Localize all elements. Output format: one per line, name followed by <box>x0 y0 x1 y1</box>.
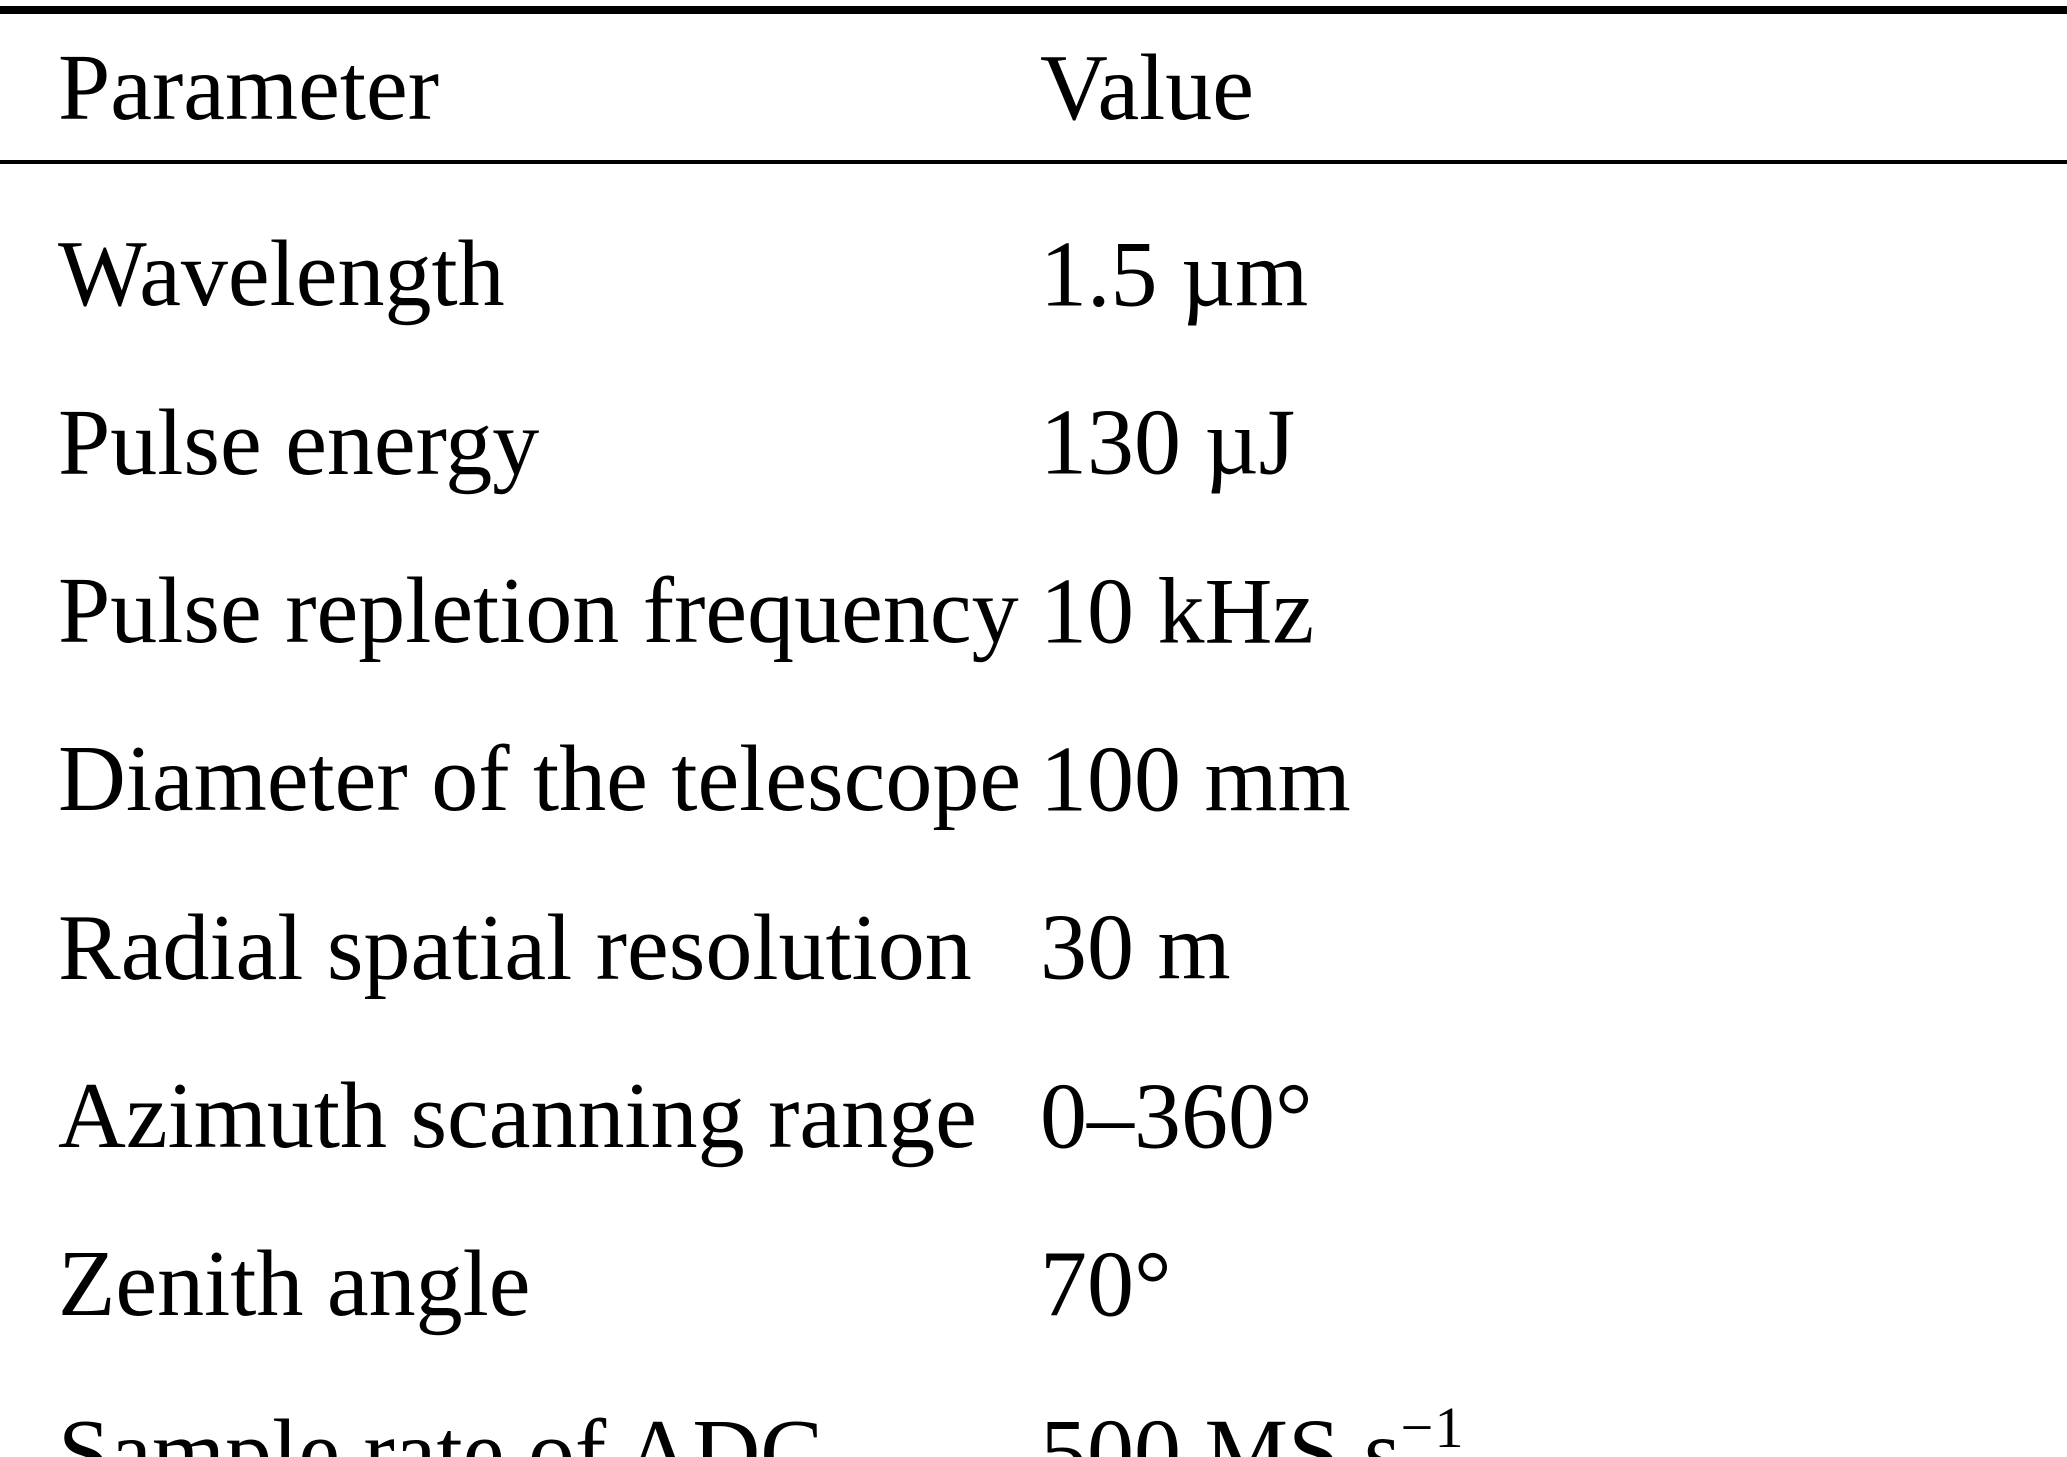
parameter-cell: Zenith angle <box>58 1232 531 1337</box>
value-cell: 130 µJ <box>1040 348 2067 516</box>
table-header-row: Parameter Value <box>0 14 2067 160</box>
table-row: Pulse energy 130 µJ <box>0 348 2067 516</box>
parameter-cell: Wavelength <box>58 222 505 327</box>
value-text: 1.5 µm <box>1040 222 1309 327</box>
parameter-cell: Diameter of the telescope <box>58 727 1022 832</box>
table-row: Pulse repletion frequency 10 kHz <box>0 517 2067 685</box>
value-text: 130 µJ <box>1040 390 1296 495</box>
table-row: Radial spatial resolution 30 m <box>0 853 2067 1021</box>
value-text: 30 m <box>1040 895 1231 1000</box>
table-row: Zenith angle 70° <box>0 1190 2067 1358</box>
table-row: Wavelength 1.5 µm <box>0 180 2067 348</box>
parameter-cell: Azimuth scanning range <box>58 1063 977 1168</box>
parameter-cell: Pulse repletion frequency <box>58 558 1019 663</box>
parameter-cell: Pulse energy <box>58 390 540 495</box>
value-text: 500 MS s <box>1040 1400 1401 1457</box>
parameter-cell: Sample rate of ADC <box>58 1400 823 1457</box>
value-cell: 100 mm <box>1040 685 2067 853</box>
value-superscript: −1 <box>1400 1394 1465 1457</box>
parameter-cell: Radial spatial resolution <box>58 895 972 1000</box>
value-cell: 70° <box>1040 1190 2067 1358</box>
table-body: Wavelength 1.5 µm Pulse energy 130 µJ Pu… <box>0 164 2067 1457</box>
value-cell: 30 m <box>1040 853 2067 1021</box>
value-text: 70° <box>1040 1232 1172 1337</box>
value-cell: 10 kHz <box>1040 517 2067 685</box>
value-cell: 500 MS s−1 <box>1040 1358 2067 1457</box>
table-top-rule <box>0 6 2067 14</box>
value-cell: 1.5 µm <box>1040 180 2067 348</box>
header-value: Value <box>1040 36 1255 140</box>
table-header-rule <box>0 160 2067 164</box>
table-row: Sample rate of ADC 500 MS s−1 <box>0 1358 2067 1457</box>
table-row: Diameter of the telescope 100 mm <box>0 685 2067 853</box>
value-text: 0–360° <box>1040 1063 1313 1168</box>
value-cell: 0–360° <box>1040 1022 2067 1190</box>
table-row: Azimuth scanning range 0–360° <box>0 1022 2067 1190</box>
value-text: 100 mm <box>1040 727 1351 832</box>
value-text: 10 kHz <box>1040 558 1315 663</box>
header-parameter: Parameter <box>58 36 440 140</box>
